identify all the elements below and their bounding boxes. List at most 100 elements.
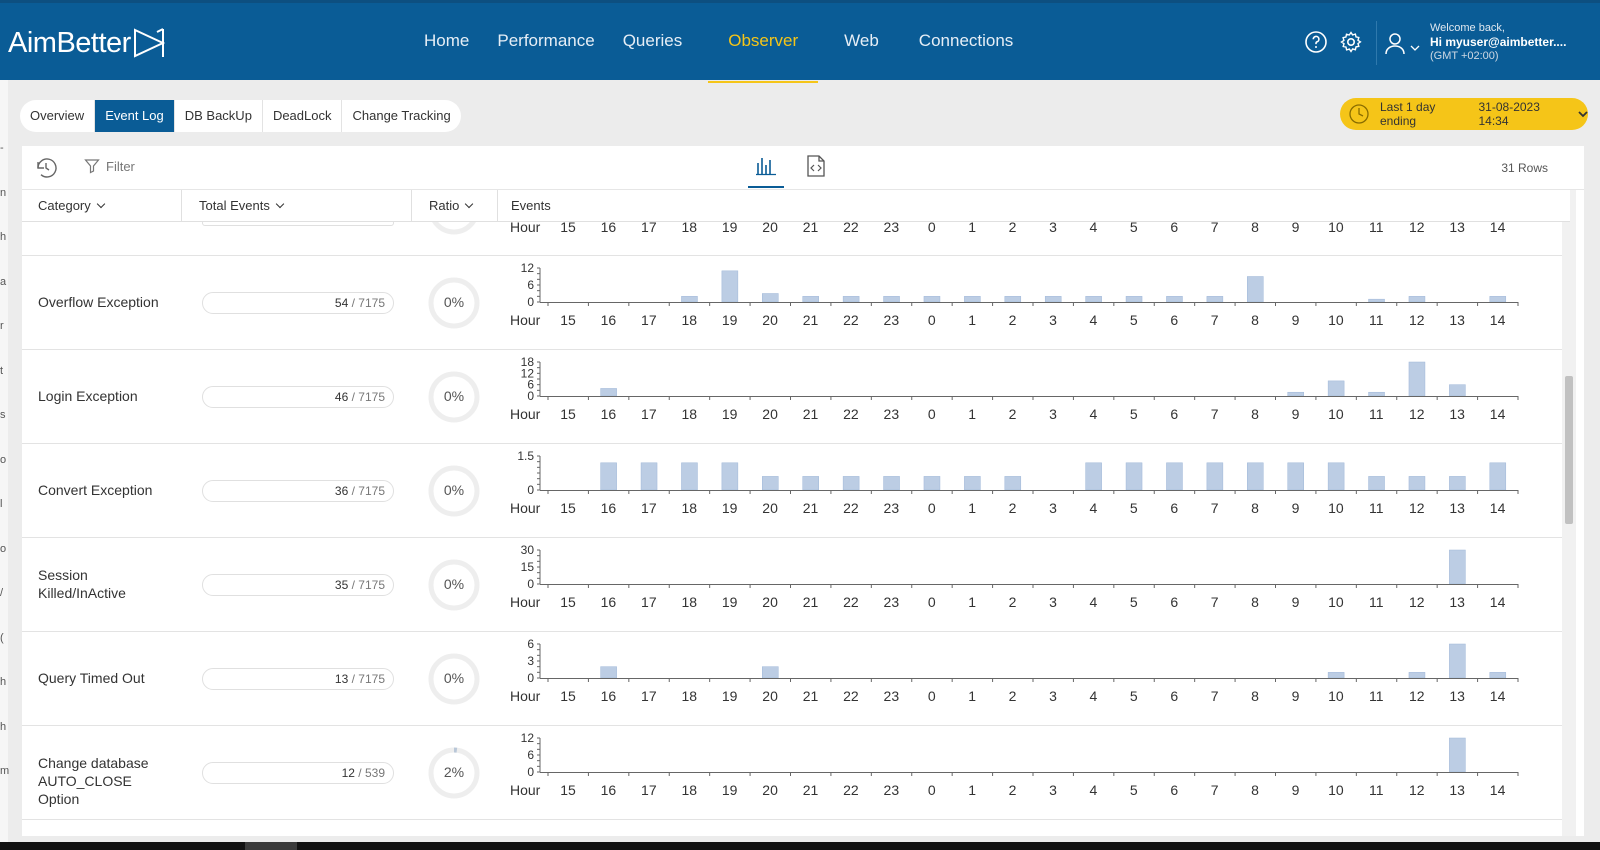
event-bar[interactable] [1327,672,1345,679]
event-bar[interactable] [1449,384,1466,397]
table-row[interactable]: Login Exception 46 / 7175 0% 18 12 6 0 Hour 15 16… [22,350,1570,444]
event-bar[interactable] [1449,643,1466,679]
event-bar[interactable] [1206,462,1224,491]
user-icon[interactable] [1384,31,1408,55]
hour-tick-label: 19 [722,406,738,422]
event-bar[interactable] [681,296,698,303]
event-bar[interactable] [923,296,941,303]
history-icon[interactable] [32,154,60,182]
event-bar[interactable] [1368,391,1385,397]
tab-deadlock[interactable]: DeadLock [263,100,343,132]
tab-overview[interactable]: Overview [20,100,96,132]
event-bar[interactable] [1489,462,1507,491]
tab-event-log[interactable]: Event Log [95,100,175,132]
event-bar[interactable] [1166,296,1183,303]
gear-icon[interactable] [1339,30,1363,54]
user-timezone: (GMT +02:00) [1430,50,1499,62]
nav-web[interactable]: Web [844,31,879,50]
event-bar[interactable] [1449,476,1466,491]
user-name: Hi myuser@aimbetter.... [1430,35,1567,49]
event-bar[interactable] [1044,296,1062,303]
hour-tick-label: 2 [1009,406,1017,422]
event-bar[interactable] [1125,462,1143,491]
event-bar[interactable] [1408,672,1426,679]
event-bar[interactable] [1449,549,1466,585]
event-bar[interactable] [964,476,981,491]
event-bar[interactable] [1004,296,1022,303]
event-bar[interactable] [1166,462,1183,491]
tab-db-backup[interactable]: DB BackUp [175,100,263,132]
table-row[interactable]: Query Timed Out 13 / 7175 0% 6 3 0 Hour 15 16 17 1… [22,632,1570,726]
event-bar[interactable] [842,476,860,491]
header-ratio[interactable]: Ratio [429,190,474,222]
user-info[interactable]: Welcome back, Hi myuser@aimbetter.... (G… [1430,21,1566,63]
header-category[interactable]: Category [38,190,105,222]
code-file-icon[interactable] [798,154,834,188]
nav-home[interactable]: Home [424,31,470,50]
event-bar[interactable] [883,476,900,491]
event-bar[interactable] [1287,462,1304,491]
event-bar[interactable] [1004,476,1022,491]
nav-connections[interactable]: Connections [918,31,1014,50]
event-bar[interactable] [802,296,819,303]
table-row[interactable]: Overflow Exception 54 / 7175 0% 12 6 0 Hour 15 1… [22,256,1570,350]
table-row[interactable]: Change database AUTO_CLOSE Option 12 / 53… [22,726,1570,820]
table-row[interactable]: Convert Exception 36 / 7175 0% 1.5 0 Hour 15 16… [22,444,1570,538]
nav-queries[interactable]: Queries [622,31,683,50]
event-bar[interactable] [1408,476,1426,491]
event-bar[interactable] [1247,276,1264,303]
event-bar[interactable] [923,476,941,491]
event-bar[interactable] [600,388,617,397]
event-bar[interactable] [1449,737,1466,773]
event-bar[interactable] [1085,296,1102,303]
event-bar[interactable] [1408,296,1426,303]
event-bar[interactable] [640,462,658,491]
hour-tick-label: 16 [601,312,617,328]
nav-performance[interactable]: Performance [497,31,595,50]
event-bar[interactable] [721,270,739,303]
hour-tick-label: 14 [1490,782,1506,798]
tab-change-tracking[interactable]: Change Tracking [352,108,451,123]
event-bar[interactable] [681,462,698,491]
event-bar[interactable] [600,666,617,679]
event-bar[interactable] [1327,380,1345,397]
event-bar[interactable] [721,462,739,491]
filter-button[interactable]: Filter [84,158,135,174]
chevron-down-icon[interactable] [1410,39,1420,51]
event-bar[interactable] [1327,462,1345,491]
nav-observer[interactable]: Observer [708,3,819,83]
event-bar[interactable] [1489,672,1507,679]
taskbar-item[interactable] [245,842,297,850]
scrollbar-thumb[interactable] [1565,376,1573,524]
help-circle-icon[interactable] [1304,30,1328,54]
event-bar[interactable] [1287,391,1304,397]
aimbetter-logo[interactable]: AimBetter [8,23,165,63]
event-bar[interactable] [762,666,779,679]
event-bar[interactable] [1247,462,1264,491]
event-bar[interactable] [1085,462,1102,491]
y-tick-label: 3 [527,654,534,668]
table-row[interactable]: Session Killed/InActive 35 / 7175 0% 30 15 0 H… [22,538,1570,632]
event-bar[interactable] [762,476,779,491]
event-bar[interactable] [1368,476,1385,491]
header-category-label: Category [38,198,91,213]
event-bar[interactable] [842,296,860,303]
event-bar[interactable] [1408,361,1426,397]
time-range-button[interactable]: Last 1 day ending 31-08-2023 14:34 [1340,98,1588,130]
event-bar[interactable] [883,296,900,303]
collapsed-sidebar[interactable]: - n h a r t s o l o / (h h m [0,80,9,842]
event-bar[interactable] [802,476,819,491]
vertical-scrollbar[interactable] [1562,190,1576,836]
event-bar[interactable] [762,293,779,303]
event-bar[interactable] [600,462,617,491]
sidebar-letter: o [0,453,7,466]
event-bar[interactable] [1206,296,1224,303]
header-total-events[interactable]: Total Events [199,190,285,222]
bar-chart-icon[interactable] [748,154,784,188]
hour-tick-label: 15 [560,782,576,798]
event-bar[interactable] [1489,296,1507,303]
event-bar[interactable] [1125,296,1143,303]
event-bar[interactable] [1368,298,1385,303]
event-bar[interactable] [964,296,981,303]
